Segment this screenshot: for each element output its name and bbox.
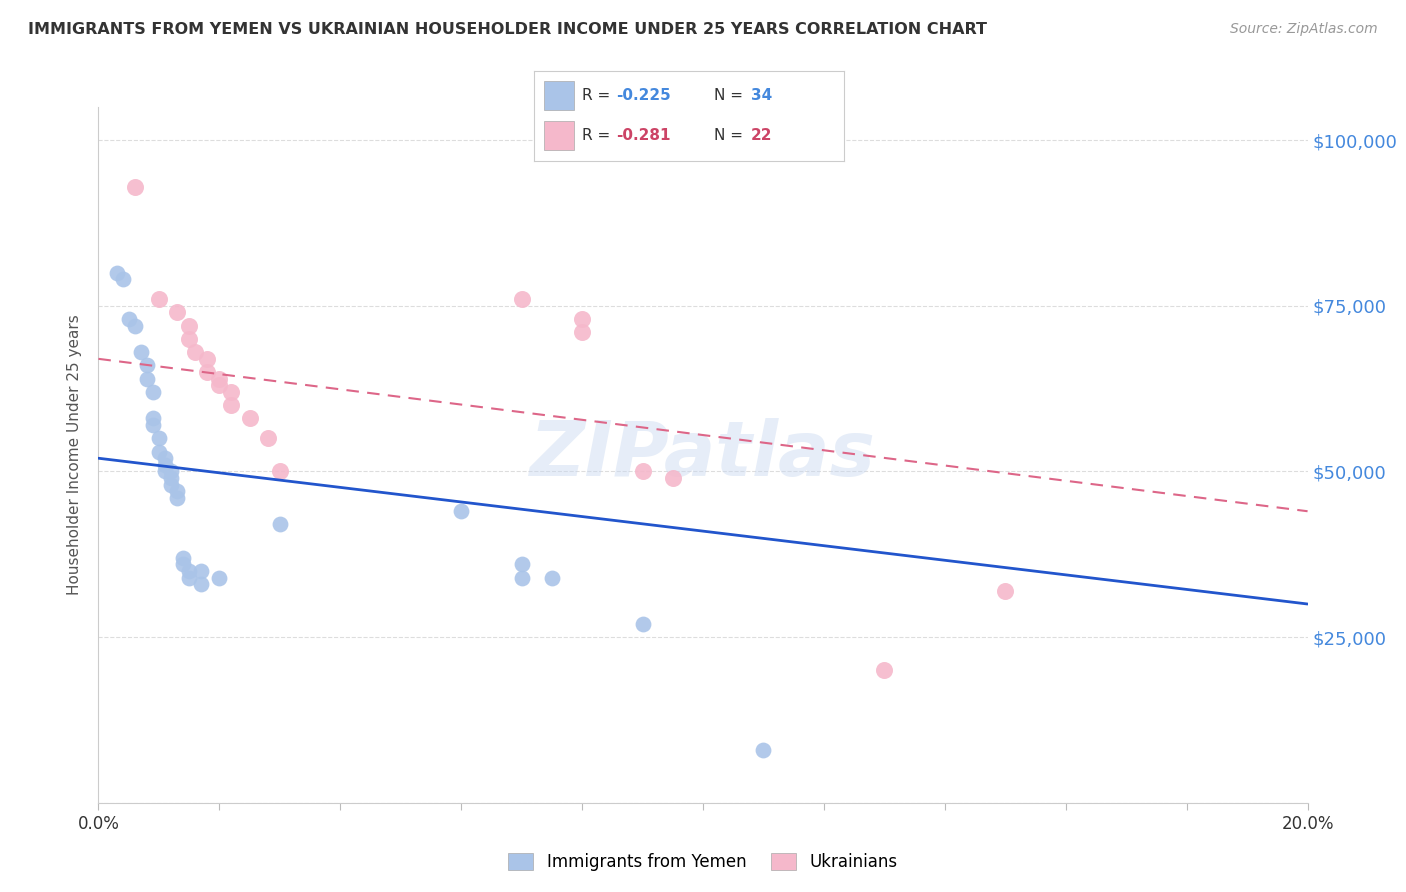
Y-axis label: Householder Income Under 25 years: Householder Income Under 25 years [67, 315, 83, 595]
Point [631, 465, 654, 479]
Point [631, 616, 654, 631]
Point [179, 564, 201, 578]
Point [184, 345, 207, 359]
Point [208, 378, 231, 392]
Point [221, 398, 243, 412]
Point [153, 465, 176, 479]
Point [510, 292, 533, 306]
Point [142, 411, 165, 425]
Point [153, 458, 176, 472]
Point [148, 292, 170, 306]
Point [510, 558, 533, 572]
Point [450, 504, 472, 518]
Text: R =: R = [582, 128, 610, 143]
Point [135, 372, 157, 386]
Text: ZIPatlas: ZIPatlas [530, 418, 876, 491]
Point [510, 570, 533, 584]
Point [148, 444, 170, 458]
Point [208, 372, 231, 386]
Text: Source: ZipAtlas.com: Source: ZipAtlas.com [1230, 22, 1378, 37]
Point [208, 570, 231, 584]
Point [190, 577, 212, 591]
Text: -0.225: -0.225 [616, 88, 671, 103]
Point [153, 451, 176, 466]
Point [571, 326, 593, 340]
Text: R =: R = [582, 88, 610, 103]
Point [135, 359, 157, 373]
Point [994, 583, 1017, 598]
Point [111, 272, 134, 286]
Point [179, 332, 201, 346]
Legend: Immigrants from Yemen, Ukrainians: Immigrants from Yemen, Ukrainians [502, 847, 904, 878]
Point [124, 318, 146, 333]
Point [540, 570, 562, 584]
Point [172, 558, 194, 572]
Point [160, 465, 183, 479]
Text: N =: N = [714, 88, 742, 103]
Point [105, 266, 128, 280]
Point [195, 351, 218, 366]
Point [269, 517, 291, 532]
Point [190, 564, 212, 578]
Point [148, 431, 170, 445]
Point [269, 465, 291, 479]
Point [124, 179, 146, 194]
Point [142, 384, 165, 399]
Bar [544, 121, 575, 150]
Text: 34: 34 [751, 88, 772, 103]
Point [221, 384, 243, 399]
Point [166, 491, 188, 505]
Point [166, 484, 188, 499]
Point [118, 312, 141, 326]
Point [160, 477, 183, 491]
Bar [544, 81, 575, 110]
Point [179, 318, 201, 333]
Text: N =: N = [714, 128, 742, 143]
Point [172, 550, 194, 565]
Point [662, 471, 685, 485]
Text: 22: 22 [751, 128, 772, 143]
Point [873, 663, 896, 677]
Point [256, 431, 278, 445]
Point [129, 345, 152, 359]
Point [160, 471, 183, 485]
Point [239, 411, 262, 425]
Text: IMMIGRANTS FROM YEMEN VS UKRAINIAN HOUSEHOLDER INCOME UNDER 25 YEARS CORRELATION: IMMIGRANTS FROM YEMEN VS UKRAINIAN HOUSE… [28, 22, 987, 37]
Point [752, 743, 775, 757]
Point [195, 365, 218, 379]
Point [571, 312, 593, 326]
Point [166, 305, 188, 319]
Text: -0.281: -0.281 [616, 128, 671, 143]
Point [179, 570, 201, 584]
Point [142, 418, 165, 433]
